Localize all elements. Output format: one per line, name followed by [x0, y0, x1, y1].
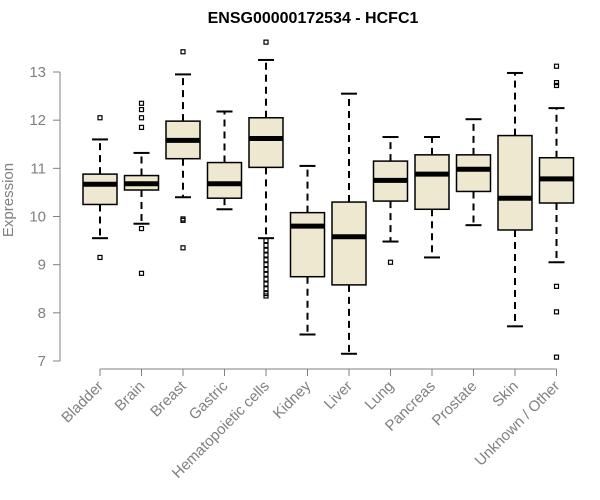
- x-tick-label: Breast: [147, 377, 190, 420]
- outlier-point: [553, 63, 560, 69]
- plot-area: [82, 39, 575, 360]
- box-skin: [497, 71, 533, 328]
- x-tick-label: Skin: [489, 378, 522, 411]
- outlier-point: [263, 262, 269, 268]
- x-tick-label: Bladder: [58, 378, 107, 427]
- y-tick-label: 8: [38, 305, 46, 322]
- outlier-point: [263, 281, 269, 287]
- outlier-point: [263, 237, 269, 244]
- outlier-point: [138, 124, 145, 130]
- y-tick-label: 7: [38, 353, 46, 370]
- y-axis: 7 8 9 10 11 12 13: [29, 64, 61, 370]
- box-kidney: [289, 164, 326, 336]
- y-tick-label: 10: [29, 209, 46, 226]
- outlier-point: [97, 115, 103, 121]
- y-tick-label: 13: [29, 64, 46, 81]
- y-tick-label: 9: [38, 257, 46, 274]
- x-tick-label: Liver: [321, 378, 356, 413]
- outlier-point: [138, 100, 145, 106]
- outlier-point: [263, 266, 269, 273]
- box-lung: [372, 136, 409, 265]
- box-breast: [165, 49, 201, 251]
- outlier-point: [553, 79, 560, 86]
- y-tick-label: 12: [29, 112, 46, 129]
- x-tick-label: Prostate: [429, 378, 481, 430]
- outlier-point: [263, 242, 269, 248]
- box-brain: [123, 100, 160, 276]
- outlier-point: [138, 270, 145, 276]
- outlier-point: [97, 254, 103, 261]
- outlier-point: [180, 245, 186, 251]
- box-iqr: [414, 154, 450, 211]
- box-iqr: [82, 173, 118, 206]
- outlier-point: [263, 271, 269, 277]
- outlier-point: [263, 293, 269, 299]
- outlier-point: [263, 252, 269, 258]
- chart-title: ENSG00000172534 - HCFC1: [208, 10, 419, 27]
- box-iqr: [289, 211, 326, 278]
- y-axis-label: Expression: [0, 163, 17, 237]
- outlier-point: [263, 276, 269, 282]
- outlier-point: [263, 247, 269, 253]
- outlier-point: [263, 286, 269, 292]
- box-bladder: [82, 115, 118, 261]
- box-unknown-other: [538, 63, 575, 360]
- box-iqr: [331, 201, 367, 286]
- outlier-point: [553, 309, 560, 315]
- outlier-point: [138, 106, 145, 113]
- x-tick-label: Kidney: [270, 377, 315, 422]
- box-liver: [331, 92, 367, 355]
- outlier-point: [138, 225, 145, 232]
- box-iqr: [248, 117, 284, 169]
- outlier-point: [553, 354, 560, 360]
- outlier-point: [553, 283, 560, 289]
- outlier-point: [180, 217, 186, 223]
- box-iqr: [455, 154, 492, 193]
- y-tick-label: 11: [30, 160, 46, 177]
- box-hematopoietic-cells: [248, 39, 284, 299]
- x-tick-label: Lung: [362, 378, 398, 414]
- outlier-point: [263, 39, 269, 45]
- box-pancreas: [414, 136, 450, 259]
- outlier-point: [180, 49, 186, 55]
- outlier-point: [263, 257, 269, 263]
- box-prostate: [455, 118, 492, 227]
- outlier-point: [138, 115, 145, 121]
- box-gastric: [206, 110, 243, 211]
- outlier-point: [387, 259, 394, 265]
- x-tick-label: Brain: [112, 378, 149, 415]
- box-iqr: [497, 134, 533, 231]
- outlier-point: [553, 82, 560, 89]
- box-iqr: [206, 161, 243, 199]
